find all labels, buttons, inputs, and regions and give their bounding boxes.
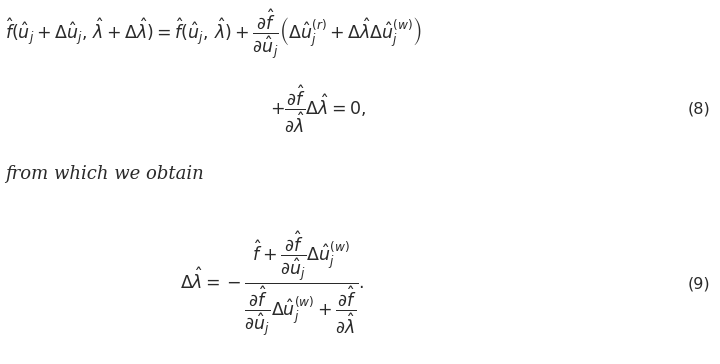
Text: (8): (8) — [688, 102, 710, 116]
Text: $+ \dfrac{\partial\hat{f}}{\partial\hat{\lambda}}\Delta\hat{\lambda} = 0,$: $+ \dfrac{\partial\hat{f}}{\partial\hat{… — [270, 84, 366, 134]
Text: $\Delta\hat{\lambda} = -\dfrac{\hat{f} + \dfrac{\partial\hat{f}}{\partial\hat{u}: $\Delta\hat{\lambda} = -\dfrac{\hat{f} +… — [180, 230, 364, 339]
Text: from which we obtain: from which we obtain — [5, 165, 204, 183]
Text: (9): (9) — [688, 277, 710, 292]
Text: $\hat{f}(\hat{u}_j + \Delta\hat{u}_j,\, \hat{\lambda} + \Delta\hat{\lambda}) = \: $\hat{f}(\hat{u}_j + \Delta\hat{u}_j,\, … — [5, 7, 422, 61]
